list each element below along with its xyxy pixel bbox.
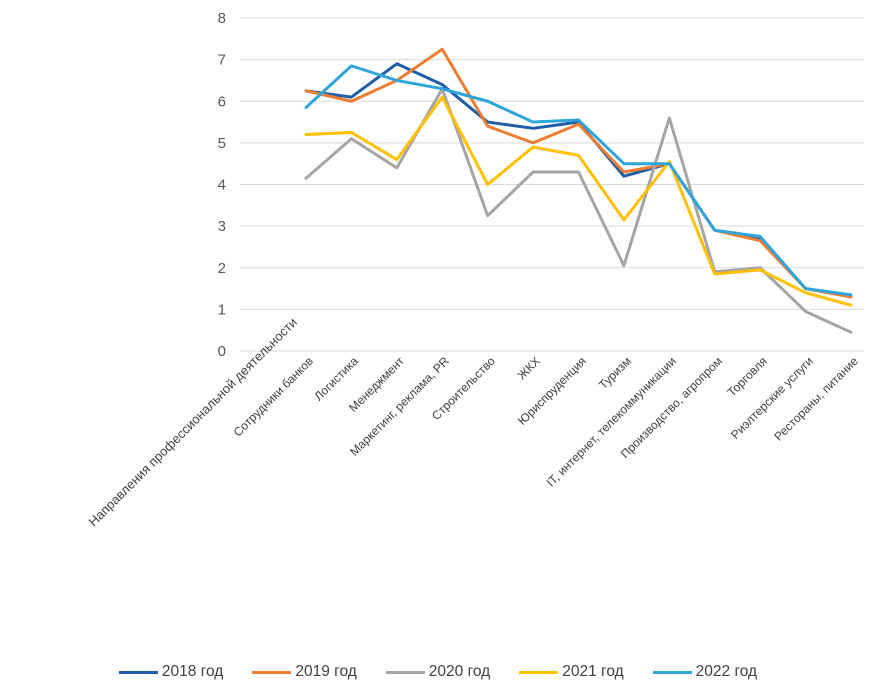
svg-text:1: 1 bbox=[218, 301, 226, 318]
svg-text:3: 3 bbox=[218, 218, 226, 235]
svg-text:5: 5 bbox=[218, 135, 226, 152]
svg-text:4: 4 bbox=[218, 177, 226, 194]
svg-text:7: 7 bbox=[218, 52, 226, 69]
svg-text:6: 6 bbox=[218, 93, 226, 110]
svg-text:8: 8 bbox=[218, 10, 226, 27]
svg-text:2: 2 bbox=[218, 260, 226, 277]
svg-text:0: 0 bbox=[218, 343, 226, 360]
